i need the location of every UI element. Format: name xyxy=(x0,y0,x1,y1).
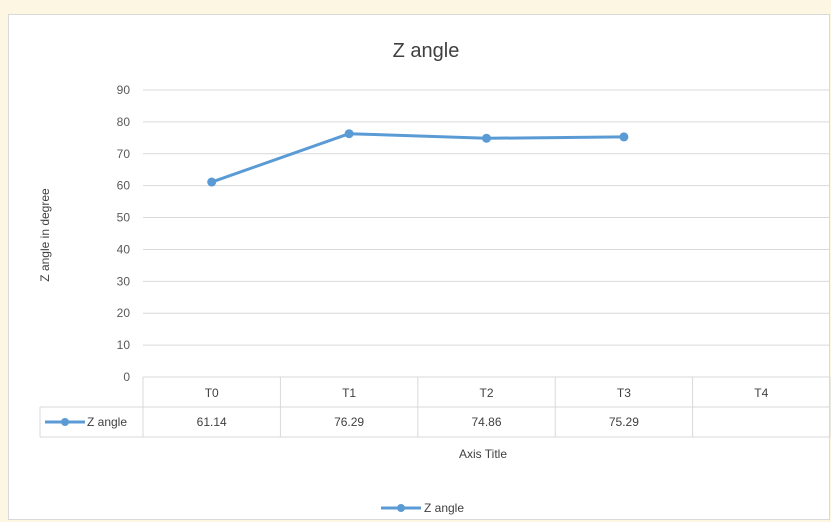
y-tick-label-70: 70 xyxy=(117,147,131,161)
y-tick-label-30: 30 xyxy=(117,274,131,288)
data-label-T0: 61.14 xyxy=(197,415,227,429)
series-layer xyxy=(207,129,629,187)
data-label-T3: 75.29 xyxy=(609,415,639,429)
y-tick-label-20: 20 xyxy=(117,306,131,320)
x-category-label-T0: T0 xyxy=(205,386,219,400)
x-category-label-T4: T4 xyxy=(754,386,768,400)
y-tick-label-90: 90 xyxy=(117,83,131,97)
y-axis-ticks: 0 10 20 30 40 50 60 70 80 90 xyxy=(117,83,131,384)
x-axis-label: Axis Title xyxy=(459,447,507,461)
legend-key-marker xyxy=(397,504,405,512)
chart-title: Z angle xyxy=(393,40,460,62)
data-point-T1 xyxy=(344,129,354,139)
gridlines xyxy=(143,89,830,378)
table-series-name: Z angle xyxy=(87,415,127,429)
y-tick-label-80: 80 xyxy=(117,115,131,129)
x-category-label-T1: T1 xyxy=(342,386,356,400)
y-tick-label-10: 10 xyxy=(117,338,131,352)
legend: Z angle xyxy=(381,501,464,515)
x-category-label-T2: T2 xyxy=(479,386,493,400)
y-tick-label-40: 40 xyxy=(117,242,131,256)
table-legend-key-marker xyxy=(61,418,69,426)
y-tick-label-0: 0 xyxy=(123,370,130,384)
data-point-T3 xyxy=(619,132,629,142)
legend-label: Z angle xyxy=(424,501,464,515)
y-tick-label-50: 50 xyxy=(117,211,131,225)
x-category-label-T3: T3 xyxy=(617,386,631,400)
data-point-T2 xyxy=(482,133,491,143)
y-tick-label-60: 60 xyxy=(117,179,131,193)
data-point-T0 xyxy=(207,177,217,187)
data-table: T0 T1 T2 T3 T4 Z angle 61.14 76.29 74.86 75.29 xyxy=(39,376,831,438)
y-axis-label: Z angle in degree xyxy=(38,188,52,282)
series-line-z-angle xyxy=(211,132,624,184)
data-label-T2: 74.86 xyxy=(471,415,501,429)
data-label-T1: 76.29 xyxy=(334,415,364,429)
